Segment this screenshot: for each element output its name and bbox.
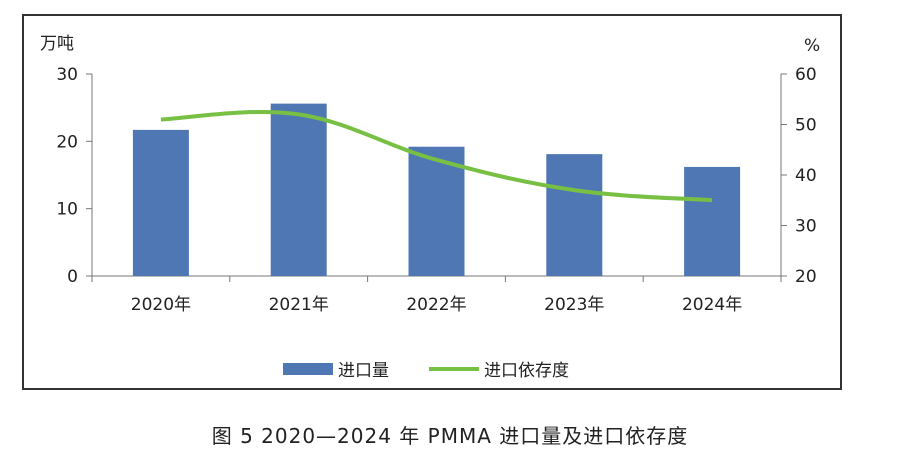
x-tick-label: 2020年 bbox=[131, 295, 191, 315]
bar-2024年 bbox=[684, 166, 741, 276]
right-tick-label: 20 bbox=[795, 267, 817, 287]
figure-caption: 图 5 2020—2024 年 PMMA 进口量及进口依存度 bbox=[211, 424, 689, 448]
bar-2021年 bbox=[270, 103, 327, 276]
right-tick-label: 50 bbox=[795, 116, 817, 136]
axes: 0 10 20 30 20 30 40 50 60 bbox=[56, 65, 816, 287]
legend-label-bar: 进口量 bbox=[338, 361, 389, 381]
left-tick-label: 0 bbox=[67, 267, 78, 287]
left-tick-label: 20 bbox=[56, 132, 78, 152]
left-axis-unit: 万吨 bbox=[40, 34, 74, 54]
chart-frame: 万吨 % 0 10 20 30 20 30 40 50 60 2020年 2021年 2022年 20… bbox=[22, 14, 842, 390]
legend: 进口量 进口依存度 bbox=[283, 361, 569, 381]
right-tick-label: 60 bbox=[795, 65, 817, 85]
line-series bbox=[160, 109, 713, 203]
right-tick-label: 30 bbox=[795, 217, 817, 237]
x-tick-label: 2024年 bbox=[682, 295, 742, 315]
legend-label-line: 进口依存度 bbox=[484, 361, 569, 381]
x-tick-label: 2023年 bbox=[544, 295, 604, 315]
left-tick-label: 30 bbox=[56, 65, 78, 85]
bar-2020年 bbox=[132, 129, 189, 276]
right-axis-unit: % bbox=[804, 36, 820, 56]
x-tick-label: 2022年 bbox=[406, 295, 466, 315]
bars bbox=[132, 103, 741, 276]
left-tick-label: 10 bbox=[56, 200, 78, 220]
x-axis-labels: 2020年 2021年 2022年 2023年 2024年 bbox=[131, 295, 742, 315]
bar-2022年 bbox=[408, 146, 465, 276]
bar-2023年 bbox=[546, 154, 603, 276]
legend-swatch-bar bbox=[283, 363, 333, 375]
x-tick-label: 2021年 bbox=[269, 295, 329, 315]
right-tick-label: 40 bbox=[795, 166, 817, 186]
